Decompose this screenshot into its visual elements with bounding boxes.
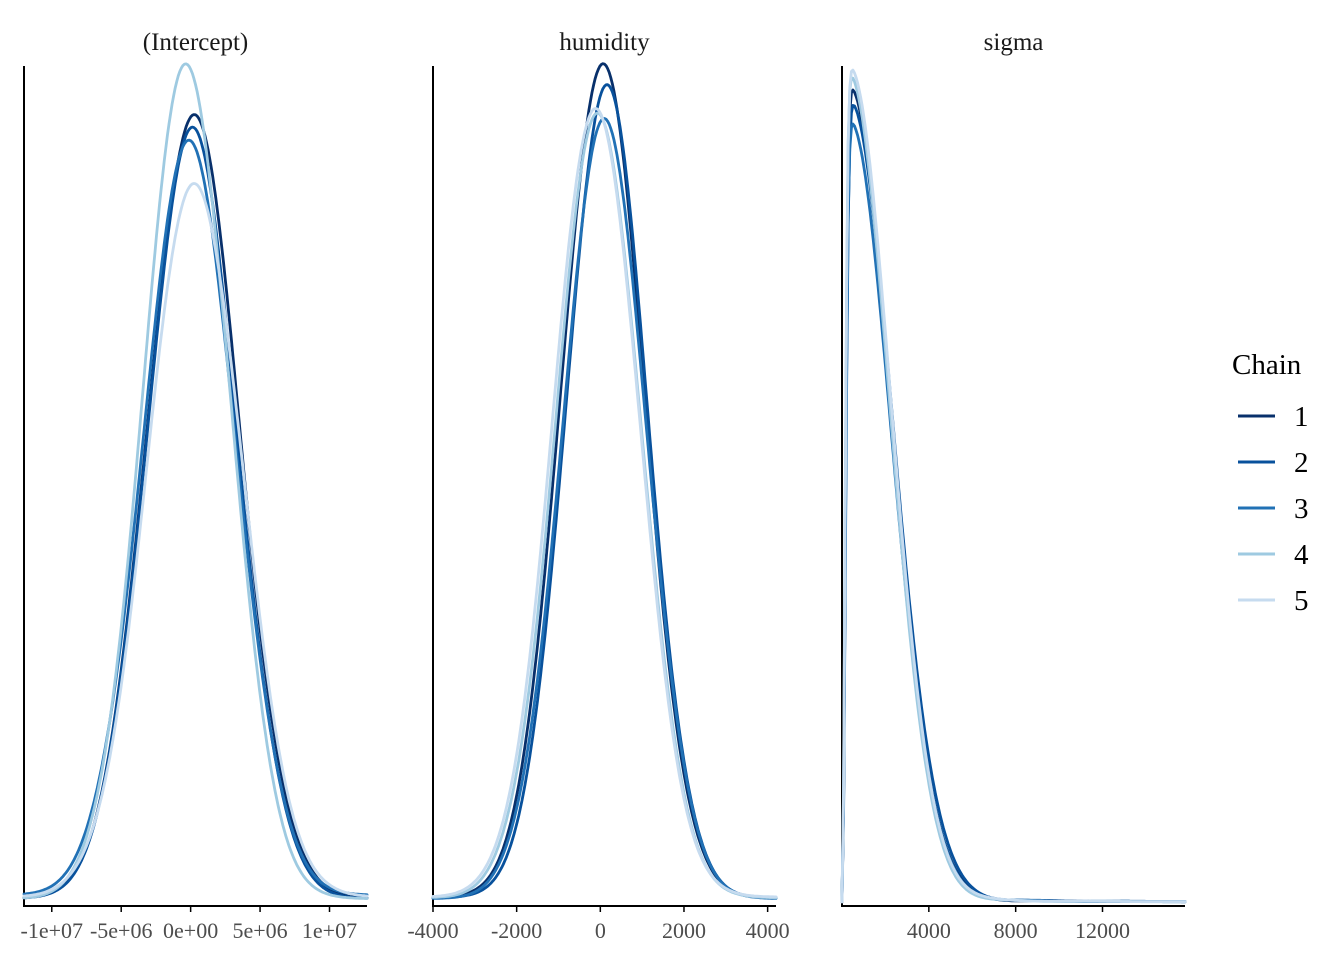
legend-title: Chain bbox=[1232, 349, 1302, 381]
density-chain-2 bbox=[22, 125, 369, 900]
x-tick-label: -5e+06 bbox=[90, 918, 153, 943]
x-tick-label: -2000 bbox=[491, 918, 542, 943]
panel-3: sigma 4000 8000 12000 bbox=[840, 29, 1187, 943]
x-tick-label: 4000 bbox=[907, 918, 951, 943]
legend-label: 3 bbox=[1294, 493, 1309, 525]
x-tick-label: 8000 bbox=[994, 918, 1038, 943]
density-chain-1 bbox=[431, 62, 778, 900]
panel-title: (Intercept) bbox=[143, 29, 248, 56]
legend-item: 5 bbox=[1238, 585, 1309, 617]
legend-item: 4 bbox=[1238, 539, 1309, 571]
density-chain-4 bbox=[431, 111, 778, 900]
density-chain-5 bbox=[840, 68, 1187, 904]
legend: Chain 1 2 3 4 5 bbox=[1232, 349, 1309, 617]
panel-title: sigma bbox=[984, 29, 1044, 56]
legend-label: 5 bbox=[1294, 585, 1309, 617]
x-tick-label: 0 bbox=[595, 918, 606, 943]
density-chain-2 bbox=[431, 83, 778, 900]
panel-2: humidity -4000 -2000 0 2000 4000 bbox=[407, 29, 789, 943]
legend-label: 4 bbox=[1294, 539, 1309, 571]
legend-items: 1 2 3 4 5 bbox=[1238, 401, 1309, 617]
panels: (Intercept) -1e+07 -5e+06 0e+00 5e+06 1e+07 hu… bbox=[21, 29, 1187, 943]
density-chain-3 bbox=[431, 117, 778, 900]
legend-label: 1 bbox=[1294, 401, 1309, 433]
density-chain-4 bbox=[840, 76, 1187, 904]
density-chain-1 bbox=[840, 88, 1187, 904]
density-chain-5 bbox=[431, 107, 778, 899]
x-tick-label: 1e+07 bbox=[302, 918, 357, 943]
x-tick-label: 12000 bbox=[1075, 918, 1130, 943]
legend-item: 2 bbox=[1238, 447, 1309, 479]
density-chain-5 bbox=[22, 182, 369, 898]
x-tick-label: 2000 bbox=[662, 918, 706, 943]
density-chain-3 bbox=[840, 122, 1187, 904]
panel-1: (Intercept) -1e+07 -5e+06 0e+00 5e+06 1e+07 bbox=[21, 29, 369, 943]
density-chain-3 bbox=[22, 138, 369, 897]
x-tick-label: -1e+07 bbox=[21, 918, 84, 943]
x-tick-label: -4000 bbox=[407, 918, 458, 943]
legend-label: 2 bbox=[1294, 447, 1309, 479]
density-chain-2 bbox=[840, 104, 1187, 903]
density-chain-1 bbox=[22, 113, 369, 900]
panel-title: humidity bbox=[559, 29, 650, 56]
x-tick-label: 0e+00 bbox=[163, 918, 218, 943]
density-chain-4 bbox=[22, 62, 369, 900]
x-tick-label: 5e+06 bbox=[232, 918, 287, 943]
legend-item: 3 bbox=[1238, 493, 1309, 525]
legend-item: 1 bbox=[1238, 401, 1309, 433]
x-tick-label: 4000 bbox=[746, 918, 790, 943]
